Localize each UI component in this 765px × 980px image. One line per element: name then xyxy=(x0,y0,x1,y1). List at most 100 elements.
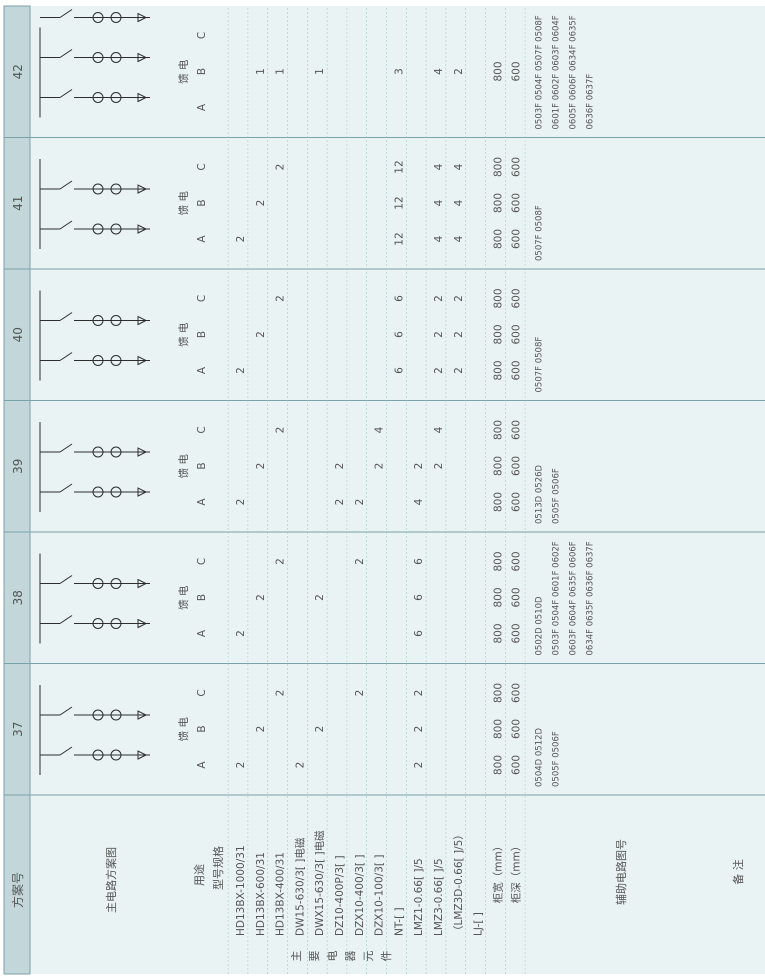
scheme-number: 39 xyxy=(11,459,25,474)
width-value: 800 xyxy=(492,61,504,81)
component-value: 2 xyxy=(235,762,247,769)
depth-value: 600 xyxy=(510,551,522,571)
header-label: 方案号 xyxy=(10,872,25,908)
component-value: 1 xyxy=(255,68,267,75)
width-value: 800 xyxy=(492,587,504,607)
main-components-char: 件 xyxy=(380,951,393,962)
component-value: 2 xyxy=(433,295,445,302)
usage-label: 用途 xyxy=(192,864,206,886)
component-value: 4 xyxy=(433,426,445,433)
width-value: 800 xyxy=(492,551,504,571)
component-value: 2 xyxy=(255,726,267,733)
component-label: DWX15-630/3[ ]电磁 xyxy=(313,830,326,936)
component-value: 1 xyxy=(275,68,287,75)
depth-label: 柜深（mm） xyxy=(509,841,522,903)
aux-drawing-number: 0634F 0635F 0636F 0637F xyxy=(585,541,595,655)
component-value: 12 xyxy=(393,196,405,209)
component-value: 2 xyxy=(235,236,247,243)
aux-drawing-number: 0603F 0604F 0635F 0606F xyxy=(568,541,578,655)
phase-header: B xyxy=(196,725,208,732)
phase-header: C xyxy=(196,689,208,696)
aux-drawing-number: 0507F 0508F xyxy=(534,205,544,261)
aux-drawing-number: 0502D 0510D xyxy=(534,596,544,656)
component-label: NT-[ ] xyxy=(393,907,405,936)
scheme-column-38: 馈 电 A B C 2 2 2 2 2 6 6 6 800 800 800 600 600 600 0502D 05… xyxy=(39,541,595,656)
width-value: 800 xyxy=(492,157,504,177)
component-value: 2 xyxy=(334,463,346,470)
component-value: 2 xyxy=(235,630,247,637)
component-value: 2 xyxy=(334,499,346,506)
width-label: 柜宽（mm） xyxy=(491,841,504,903)
aux-circuit-label: 辅助电路图号 xyxy=(614,839,628,905)
depth-value: 600 xyxy=(510,360,522,380)
width-value: 800 xyxy=(492,492,504,512)
scheme-column-39: 馈 电 A B C 2 2 2 2 2 2 2 4 4 2 2 4 800 800 800 600 600 600 0513… xyxy=(39,420,561,524)
scheme-column-41: 馈 电 A B C 2 2 2 12 12 12 4 4 4 4 4 4 800 800 800 600 600 600 0… xyxy=(39,157,544,261)
phase-header: A xyxy=(196,498,208,506)
component-value: 2 xyxy=(413,726,425,733)
phase-header: B xyxy=(196,199,208,206)
aux-drawing-number: 0503F 0504F 0601F 0602F xyxy=(551,541,561,655)
width-value: 800 xyxy=(492,683,504,703)
component-value: 4 xyxy=(453,235,465,242)
component-value: 2 xyxy=(413,762,425,769)
depth-value: 600 xyxy=(510,229,522,249)
phase-header: A xyxy=(196,761,208,769)
depth-value: 600 xyxy=(510,587,522,607)
scheme-column-37: 馈 电 A B C 2 2 2 2 2 2 2 2 2 800 800 800 600 600 600 0504D 0… xyxy=(39,683,561,787)
component-value: 2 xyxy=(354,690,366,697)
main-components-char: 要 xyxy=(308,951,321,962)
circuit-diagram xyxy=(39,159,150,249)
component-value: 1 xyxy=(314,68,326,75)
component-value: 2 xyxy=(453,367,465,374)
width-value: 800 xyxy=(492,755,504,775)
component-value: 2 xyxy=(453,68,465,75)
aux-drawing-number: 0601F 0602F 0603F 0604F xyxy=(551,15,561,129)
aux-drawing-number: 0636F 0637F xyxy=(585,74,595,130)
depth-value: 600 xyxy=(510,324,522,344)
component-value: 2 xyxy=(354,499,366,506)
main-components-char: 主 xyxy=(290,951,303,962)
component-value: 4 xyxy=(433,199,445,206)
feed-label: 馈 电 xyxy=(177,191,190,216)
width-value: 800 xyxy=(492,719,504,739)
component-label: HD13BX-600/31 xyxy=(255,852,267,936)
component-label: LJ-[ ] xyxy=(473,912,485,936)
component-value: 2 xyxy=(275,558,287,565)
aux-drawing-number: 0504D 0512D xyxy=(534,727,544,787)
component-value: 2 xyxy=(275,690,287,697)
component-value: 2 xyxy=(314,726,326,733)
scheme-column-40: 馈 电 A B C 2 2 2 6 6 6 2 2 2 2 2 2 800 800 800 600 600 600 0507… xyxy=(39,288,544,393)
width-value: 800 xyxy=(492,456,504,476)
width-value: 800 xyxy=(492,623,504,643)
depth-value: 600 xyxy=(510,61,522,81)
component-value: 2 xyxy=(374,463,386,470)
component-label: DZ10-400P/3[ ] xyxy=(334,855,346,936)
component-label: HD13BX-1000/31 xyxy=(235,845,247,936)
model-spec-label: 型号规格 xyxy=(211,846,225,890)
component-value: 12 xyxy=(393,232,405,245)
table-background xyxy=(30,6,765,974)
aux-drawing-number: 0507F 0508F xyxy=(534,337,544,393)
component-value: 4 xyxy=(413,498,425,505)
depth-value: 600 xyxy=(510,492,522,512)
component-value: 2 xyxy=(275,164,287,171)
main-components-char: 电 xyxy=(326,951,339,962)
phase-header: A xyxy=(196,629,208,637)
circuit-diagram xyxy=(39,553,150,644)
depth-value: 600 xyxy=(510,755,522,775)
depth-value: 600 xyxy=(510,193,522,213)
component-value: 2 xyxy=(235,367,247,374)
component-label: LMZ3-0.66[ ]/5 xyxy=(433,858,445,936)
scheme-number: 41 xyxy=(11,196,25,211)
scheme-number: 38 xyxy=(11,590,25,605)
component-value: 4 xyxy=(433,235,445,242)
component-value: 2 xyxy=(354,558,366,565)
width-value: 800 xyxy=(492,288,504,308)
component-value: 4 xyxy=(453,199,465,206)
component-value: 2 xyxy=(255,463,267,470)
phase-header: B xyxy=(196,68,208,75)
circuit-diagram xyxy=(39,290,150,381)
depth-value: 600 xyxy=(510,288,522,308)
width-value: 800 xyxy=(492,324,504,344)
